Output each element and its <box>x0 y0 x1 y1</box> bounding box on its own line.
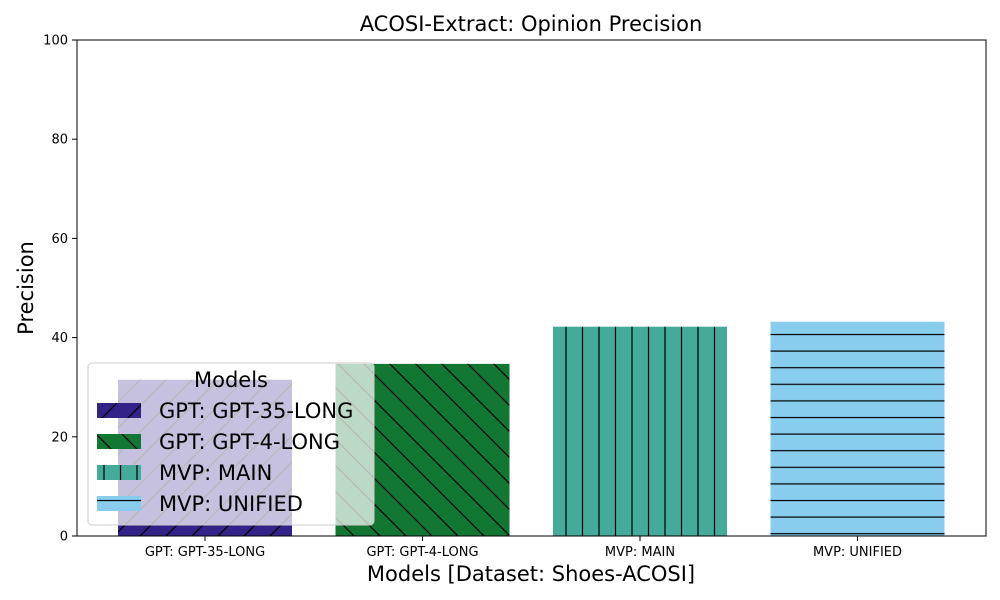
y-tick-label: 0 <box>60 530 68 545</box>
y-axis-label: Precision <box>14 241 38 335</box>
legend-label: MVP: UNIFIED <box>159 492 303 516</box>
y-tick-label: 40 <box>51 331 68 346</box>
legend-swatch-hatch <box>97 465 141 480</box>
x-axis: GPT: GPT-35-LONG GPT: GPT-4-LONG MVP: MAIN… <box>145 536 902 560</box>
legend-entries: GPT: GPT-35-LONG GPT: GPT-4-LONG MVP: MAIN… <box>97 399 353 516</box>
y-tick-label: 100 <box>43 34 68 49</box>
bar-hatch <box>770 321 945 536</box>
legend-swatch-hatch <box>97 496 141 511</box>
x-tick-label: MVP: UNIFIED <box>813 545 902 560</box>
legend-title: Models <box>194 368 268 392</box>
legend-label: GPT: GPT-4-LONG <box>159 430 340 454</box>
y-axis: 0 20 40 60 80 100 <box>43 34 77 545</box>
legend-box <box>87 362 375 526</box>
x-tick-label: GPT: GPT-35-LONG <box>145 545 265 560</box>
chart-title: ACOSI-Extract: Opinion Precision <box>360 12 703 36</box>
y-tick-label: 20 <box>51 430 68 445</box>
legend-label: MVP: MAIN <box>159 461 272 485</box>
bar-hatch <box>553 326 727 536</box>
y-tick-label: 60 <box>51 232 68 247</box>
x-axis-label: Models [Dataset: Shoes-ACOSI] <box>367 562 695 586</box>
legend-label: GPT: GPT-35-LONG <box>159 399 353 423</box>
legend: Models GPT: GPT-35-LONG GPT: GPT-4-LONG MV… <box>87 362 375 526</box>
y-tick-label: 80 <box>51 133 68 148</box>
x-tick-label: MVP: MAIN <box>605 545 675 560</box>
legend-swatch-hatch <box>97 434 141 449</box>
x-tick-label: GPT: GPT-4-LONG <box>366 545 478 560</box>
plot-frame <box>76 39 987 537</box>
legend-swatch-hatch <box>97 403 141 418</box>
